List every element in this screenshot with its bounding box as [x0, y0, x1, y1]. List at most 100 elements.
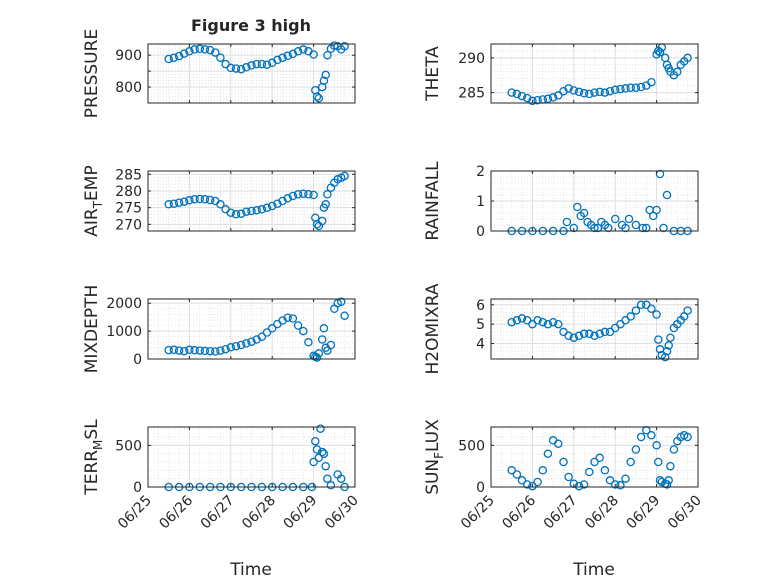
y-tick-label: 1: [476, 194, 485, 210]
data-point: [169, 53, 179, 62]
data-point: [662, 480, 672, 489]
data-point: [624, 214, 634, 224]
data-point: [252, 206, 261, 215]
data-point: [579, 208, 589, 218]
y-tick-label: 500: [458, 438, 485, 454]
y-tick-label: 0: [476, 480, 485, 496]
data-point: [548, 93, 558, 102]
data-point: [312, 445, 322, 454]
data-point: [666, 461, 675, 471]
data-point: [190, 45, 199, 54]
data-point: [288, 49, 298, 59]
data-point: [179, 49, 189, 58]
y-axis-label: TERRMSL: [82, 419, 105, 496]
figure-title: Figure 3 high: [191, 16, 311, 35]
y-tick-label: 900: [115, 48, 142, 64]
data-point: [326, 481, 336, 490]
data-point: [336, 474, 346, 483]
subplot-rainfall: 0 1 2 RAINFALL: [423, 161, 699, 241]
data-point: [610, 85, 620, 95]
data-point: [236, 64, 246, 74]
x-tick-label: 06/30: [322, 493, 362, 533]
x-tick-label: 06/29: [624, 493, 664, 533]
data-point: [299, 45, 308, 54]
data-point: [252, 59, 261, 69]
data-point: [200, 45, 210, 54]
data-point: [554, 439, 563, 448]
data-point: [595, 329, 604, 339]
data-point: [200, 195, 210, 204]
data-point: [330, 41, 339, 50]
axes-box: [147, 170, 356, 232]
data-point: [221, 344, 230, 354]
data-point: [574, 87, 584, 97]
data-point: [195, 346, 205, 355]
data-point: [659, 223, 668, 233]
y-tick-label: 0: [133, 480, 142, 496]
data-point: [533, 316, 542, 325]
data-point: [299, 189, 308, 198]
axes-box: [147, 43, 356, 104]
data-point: [185, 345, 194, 355]
data-point: [283, 194, 292, 203]
data-point: [590, 331, 599, 341]
x-tick-label: 06/28: [582, 493, 622, 533]
data-point: [164, 54, 173, 64]
data-point: [179, 197, 189, 206]
data-point: [636, 300, 646, 310]
x-tick-label: 06/30: [665, 493, 705, 533]
data-point: [574, 331, 584, 341]
data-point: [323, 474, 332, 483]
y-axis-label: H2OMIXRA: [423, 283, 443, 374]
data-point: [517, 476, 527, 485]
data-point: [585, 89, 594, 99]
data-point: [528, 96, 537, 106]
data-point: [262, 328, 272, 337]
data-point: [216, 53, 225, 62]
data-point: [647, 304, 656, 313]
data-point: [654, 335, 663, 344]
data-point: [631, 83, 641, 92]
y-tick-label: 2: [476, 164, 485, 180]
data-point: [190, 346, 199, 355]
data-point: [319, 449, 329, 458]
data-point: [507, 88, 516, 97]
data-point: [573, 202, 582, 212]
data-point: [664, 341, 673, 350]
data-point: [621, 474, 630, 483]
data-point: [652, 310, 661, 319]
data-point: [323, 50, 332, 60]
data-point: [631, 445, 641, 454]
data-point: [522, 480, 532, 489]
data-point: [278, 53, 287, 62]
data-point: [569, 223, 579, 233]
data-point: [585, 329, 594, 339]
y-tick-label: 285: [458, 86, 485, 102]
x-axis-label-right: Time: [572, 560, 615, 580]
x-tick-label: 06/25: [458, 493, 498, 533]
data-point: [517, 314, 527, 323]
data-point: [293, 47, 303, 56]
data-point: [616, 84, 625, 94]
y-tick-label: 285: [115, 167, 142, 183]
y-tick-label: 500: [115, 438, 142, 454]
y-axis-label: PRESSURE: [82, 29, 102, 118]
data-point: [636, 82, 646, 92]
axes-box: [490, 426, 699, 488]
data-point: [242, 207, 251, 216]
data-point: [564, 472, 573, 482]
data-point: [195, 44, 205, 54]
data-point: [660, 352, 670, 362]
data-point: [314, 349, 324, 358]
data-point: [226, 208, 236, 217]
data-point: [655, 48, 665, 57]
data-point: [654, 457, 663, 467]
y-tick-label: 0: [133, 352, 142, 368]
data-point: [304, 190, 313, 199]
x-tick-label: 06/26: [156, 492, 196, 532]
data-point: [517, 91, 527, 101]
subplot-theta: 285 290 THETA: [423, 43, 699, 106]
